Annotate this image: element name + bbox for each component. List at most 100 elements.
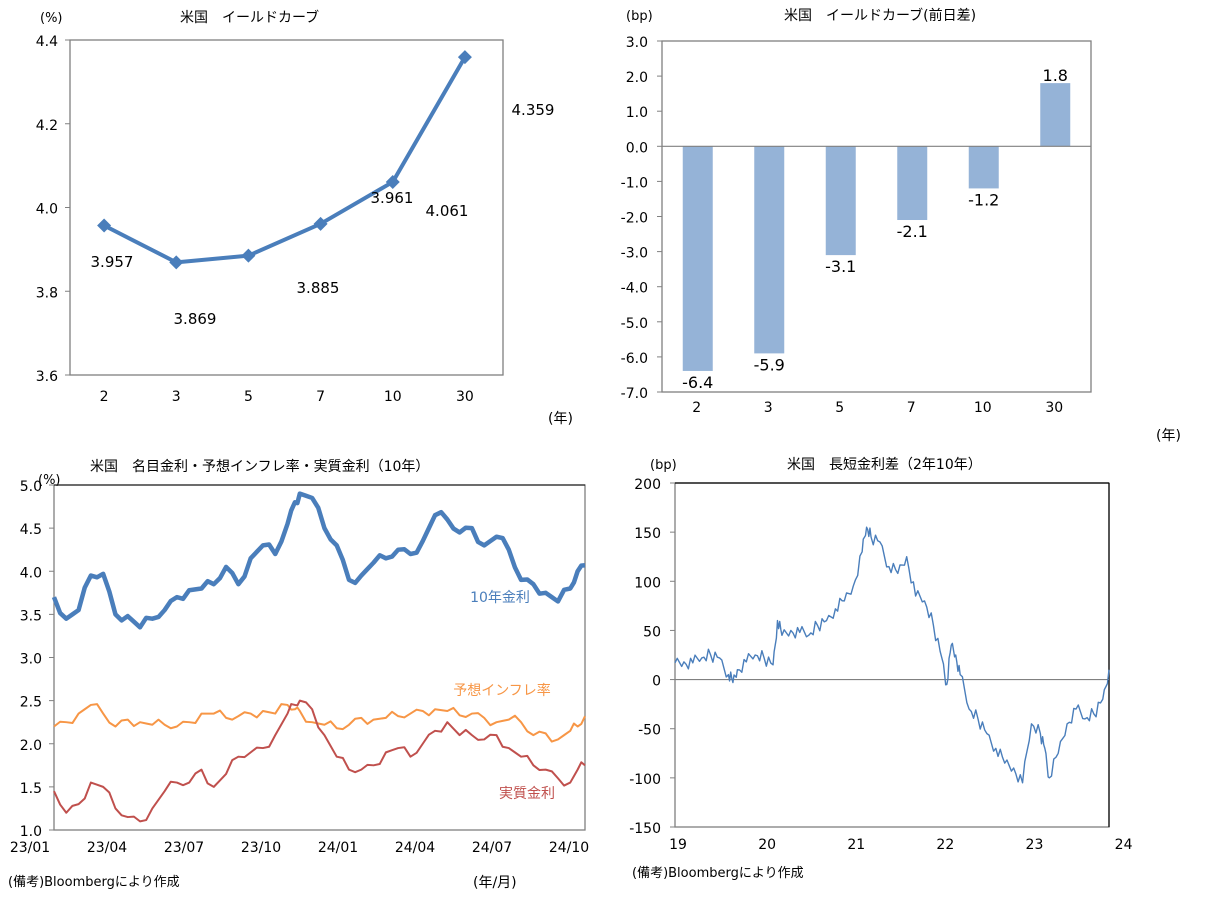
footnote: (備考)Bloombergにより作成 bbox=[8, 874, 180, 890]
x-tick-label: 2 bbox=[100, 389, 109, 405]
x-tick-label: 24/10 bbox=[549, 840, 589, 856]
series-line-1 bbox=[53, 703, 586, 743]
x-tick-label: 22 bbox=[936, 837, 954, 853]
data-point-marker bbox=[457, 50, 472, 65]
x-tick-label: 23 bbox=[1026, 837, 1044, 853]
y-tick-label: -150 bbox=[629, 821, 661, 837]
rates-svg: 米国 名目金利・予想インフレ率・実質金利（10年） (%) 1.0 1.5 2.0 2.5… bbox=[8, 458, 589, 891]
data-label: -3.1 bbox=[825, 257, 856, 276]
data-label: -2.1 bbox=[897, 222, 928, 241]
bar bbox=[897, 146, 928, 221]
y-tick-label: 3.6 bbox=[36, 369, 58, 385]
chart-title: 米国 イールドカーブ(前日差) bbox=[784, 7, 976, 24]
x-axis-unit: (年/月) bbox=[473, 875, 517, 891]
chart-title: 米国 イールドカーブ bbox=[180, 9, 319, 26]
data-label: 3.961 bbox=[371, 189, 414, 207]
data-label: 4.359 bbox=[512, 101, 555, 119]
x-tick-label: 5 bbox=[244, 389, 253, 405]
y-tick-label: 100 bbox=[634, 575, 661, 591]
x-tick-label: 23/10 bbox=[241, 840, 281, 856]
data-label: 3.869 bbox=[174, 310, 217, 328]
rates-chart: 米国 名目金利・予想インフレ率・実質金利（10年） (%) 1.0 1.5 2.0 2.5… bbox=[0, 450, 600, 901]
data-point-marker bbox=[385, 174, 400, 189]
y-tick-label: 4.2 bbox=[36, 118, 58, 134]
y-tick-label: 4.0 bbox=[20, 565, 42, 581]
y-tick-label: 2.0 bbox=[626, 70, 648, 86]
bar bbox=[968, 146, 999, 189]
x-tick-label: 24/01 bbox=[318, 840, 358, 856]
x-tick-label: 23/07 bbox=[164, 840, 204, 856]
x-tick-label: 24/07 bbox=[472, 840, 512, 856]
x-tick-label: 24 bbox=[1115, 837, 1133, 853]
x-axis-unit: (年) bbox=[548, 411, 573, 427]
y-tick-label: 2.0 bbox=[20, 738, 42, 754]
yield-curve-line bbox=[103, 56, 467, 265]
y-tick-label: 50 bbox=[643, 624, 661, 640]
data-point-marker bbox=[97, 218, 112, 233]
x-tick-label: 24/04 bbox=[395, 840, 435, 856]
yield-change-chart: 米国 イールドカーブ(前日差) (bp) 3.0 2.0 1.0 0.0 -1.0 -2.0 -… bbox=[600, 0, 1211, 450]
x-tick-label: 30 bbox=[1045, 400, 1063, 416]
x-tick-label: 21 bbox=[847, 837, 865, 853]
y-tick-label: -7.0 bbox=[621, 386, 648, 402]
chart-title: 米国 長短金利差（2年10年） bbox=[787, 457, 982, 473]
series-line-2 bbox=[53, 699, 586, 823]
bar bbox=[754, 146, 785, 354]
y-tick-label: 2.5 bbox=[20, 695, 42, 711]
data-label: -1.2 bbox=[968, 190, 999, 209]
series-label-nominal: 10年金利 bbox=[470, 590, 530, 606]
yield-curve-svg: 米国 イールドカーブ (%) 3.6 3.8 4.0 4.2 4.4 2 3 5 7 10 30 (年) 3… bbox=[36, 9, 573, 427]
x-tick-label: 7 bbox=[907, 400, 916, 416]
x-tick-label: 10 bbox=[384, 389, 402, 405]
bar bbox=[825, 146, 856, 256]
y-tick-label: -3.0 bbox=[621, 246, 648, 262]
data-label: 1.8 bbox=[1043, 66, 1068, 85]
y-tick-label: -2.0 bbox=[621, 211, 648, 227]
spread-svg: 米国 長短金利差（2年10年） (bp) 200 150 100 50 0 -50 -100 -1… bbox=[629, 457, 1133, 881]
series-label-bei: 予想インフレ率 bbox=[453, 682, 551, 699]
y-tick-label: 1.0 bbox=[626, 105, 648, 121]
x-tick-label: 23/01 bbox=[10, 840, 50, 856]
y-tick-label: -5.0 bbox=[621, 316, 648, 332]
bar bbox=[1040, 83, 1071, 147]
x-tick-label: 3 bbox=[172, 389, 181, 405]
y-tick-label: -100 bbox=[629, 772, 661, 788]
chart-title: 米国 名目金利・予想インフレ率・実質金利（10年） bbox=[90, 458, 429, 475]
x-axis-unit: (年) bbox=[1156, 428, 1181, 444]
y-tick-label: 0.0 bbox=[626, 140, 648, 156]
data-label: 4.061 bbox=[426, 202, 469, 220]
y-tick-label: 200 bbox=[634, 477, 661, 493]
data-label: 3.885 bbox=[297, 279, 340, 297]
data-point-marker bbox=[313, 216, 328, 231]
series-label-real: 実質金利 bbox=[499, 786, 555, 802]
data-label: -5.9 bbox=[754, 355, 785, 374]
y-tick-label: 1.5 bbox=[20, 781, 42, 797]
data-label: -6.4 bbox=[682, 373, 713, 392]
series-line-0 bbox=[51, 491, 586, 630]
data-point-marker bbox=[169, 255, 184, 270]
yield-change-svg: 米国 イールドカーブ(前日差) (bp) 3.0 2.0 1.0 0.0 -1.0 -2.0 -… bbox=[621, 7, 1181, 444]
y-tick-label: 4.0 bbox=[36, 202, 58, 218]
x-tick-label: 19 bbox=[669, 837, 687, 853]
spread-chart: 米国 長短金利差（2年10年） (bp) 200 150 100 50 0 -50 -100 -1… bbox=[600, 450, 1211, 901]
y-tick-label: 3.8 bbox=[36, 285, 58, 301]
y-tick-label: 5.0 bbox=[20, 479, 42, 495]
data-point-marker bbox=[241, 248, 256, 263]
x-tick-label: 20 bbox=[758, 837, 776, 853]
y-axis-unit: (%) bbox=[40, 11, 63, 26]
x-tick-label: 10 bbox=[974, 400, 992, 416]
y-tick-label: 4.5 bbox=[20, 522, 42, 538]
yield-curve-chart: 米国 イールドカーブ (%) 3.6 3.8 4.0 4.2 4.4 2 3 5 7 10 30 (年) 3… bbox=[0, 0, 600, 430]
y-tick-label: -1.0 bbox=[621, 175, 648, 191]
y-tick-label: -6.0 bbox=[621, 351, 648, 367]
x-tick-label: 30 bbox=[456, 389, 474, 405]
y-tick-label: -50 bbox=[638, 723, 661, 739]
y-tick-label: 0 bbox=[652, 674, 661, 690]
y-tick-label: 150 bbox=[634, 526, 661, 542]
footnote: (備考)Bloombergにより作成 bbox=[632, 865, 804, 881]
plot-area bbox=[661, 40, 1092, 393]
x-tick-label: 2 bbox=[692, 400, 701, 416]
y-tick-label: 3.0 bbox=[626, 35, 648, 51]
y-tick-label: -4.0 bbox=[621, 281, 648, 297]
y-axis-unit: (%) bbox=[38, 473, 61, 488]
